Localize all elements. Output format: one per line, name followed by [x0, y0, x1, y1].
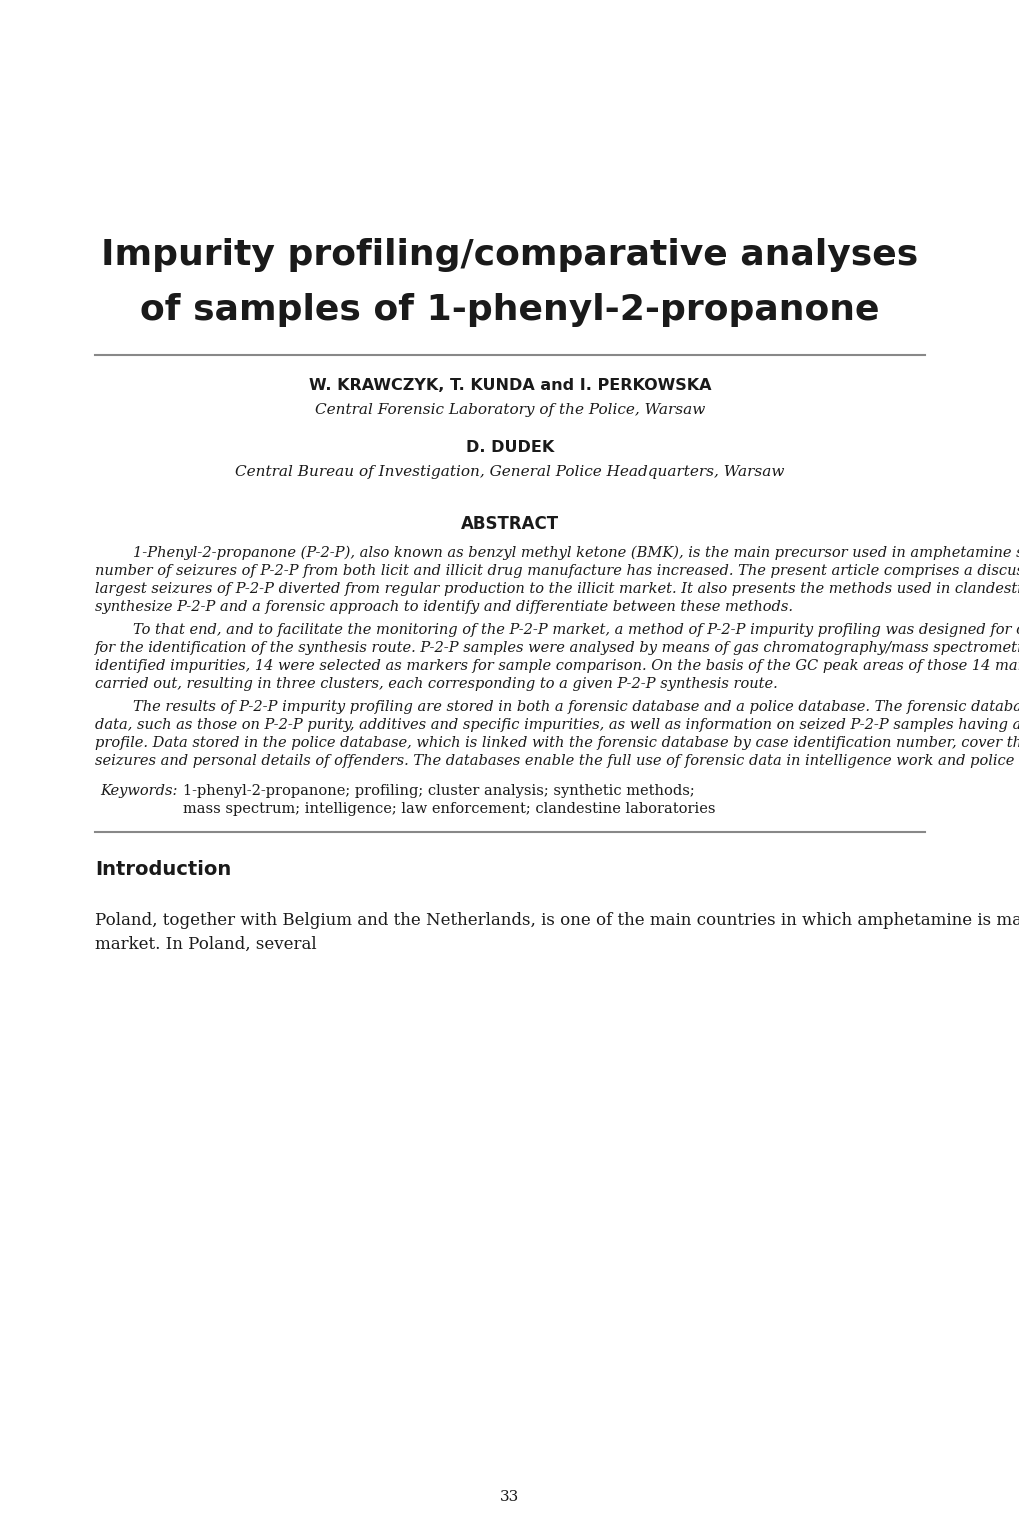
Text: data, such as those on P-2-P purity, additives and specific impurities, as well : data, such as those on P-2-P purity, add… [95, 718, 1019, 731]
Text: largest seizures of P-2-P diverted from regular production to the illicit market: largest seizures of P-2-P diverted from … [95, 582, 1019, 596]
Text: seizures and personal details of offenders. The databases enable the full use of: seizures and personal details of offende… [95, 754, 1019, 768]
Text: market. In Poland, several: market. In Poland, several [95, 936, 316, 953]
Text: identified impurities, 14 were selected as markers for sample comparison. On the: identified impurities, 14 were selected … [95, 660, 1019, 673]
Text: synthesize P-2-P and a forensic approach to identify and differentiate between t: synthesize P-2-P and a forensic approach… [95, 600, 792, 614]
Text: 1-phenyl-2-propanone; profiling; cluster analysis; synthetic methods;: 1-phenyl-2-propanone; profiling; cluster… [182, 783, 694, 799]
Text: Poland, together with Belgium and the Netherlands, is one of the main countries : Poland, together with Belgium and the Ne… [95, 912, 1019, 928]
Text: 1-Phenyl-2-propanone (P-2-P), also known as benzyl methyl ketone (BMK), is the m: 1-Phenyl-2-propanone (P-2-P), also known… [132, 547, 1019, 560]
Text: Introduction: Introduction [95, 860, 231, 880]
Text: ABSTRACT: ABSTRACT [461, 515, 558, 533]
Text: Central Bureau of Investigation, General Police Headquarters, Warsaw: Central Bureau of Investigation, General… [235, 466, 784, 479]
Text: mass spectrum; intelligence; law enforcement; clandestine laboratories: mass spectrum; intelligence; law enforce… [182, 802, 714, 815]
Text: number of seizures of P-2-P from both licit and illicit drug manufacture has inc: number of seizures of P-2-P from both li… [95, 563, 1019, 579]
Text: for the identification of the synthesis route. P-2-P samples were analysed by me: for the identification of the synthesis … [95, 641, 1019, 655]
Text: To that end, and to facilitate the monitoring of the P-2-P market, a method of P: To that end, and to facilitate the monit… [132, 623, 1019, 637]
Text: Keywords:: Keywords: [100, 783, 177, 799]
Text: carried out, resulting in three clusters, each corresponding to a given P-2-P sy: carried out, resulting in three clusters… [95, 676, 777, 692]
Text: Central Forensic Laboratory of the Police, Warsaw: Central Forensic Laboratory of the Polic… [315, 403, 704, 417]
Text: The results of P-2-P impurity profiling are stored in both a forensic database a: The results of P-2-P impurity profiling … [132, 699, 1019, 715]
Text: profile. Data stored in the police database, which is linked with the forensic d: profile. Data stored in the police datab… [95, 736, 1019, 750]
Text: D. DUDEK: D. DUDEK [466, 440, 553, 455]
Text: of samples of 1-phenyl-2-propanone: of samples of 1-phenyl-2-propanone [140, 293, 879, 327]
Text: 33: 33 [500, 1490, 519, 1504]
Text: W. KRAWCZYK, T. KUNDA and I. PERKOWSKA: W. KRAWCZYK, T. KUNDA and I. PERKOWSKA [309, 377, 710, 392]
Text: Impurity profiling/comparative analyses: Impurity profiling/comparative analyses [101, 238, 918, 272]
